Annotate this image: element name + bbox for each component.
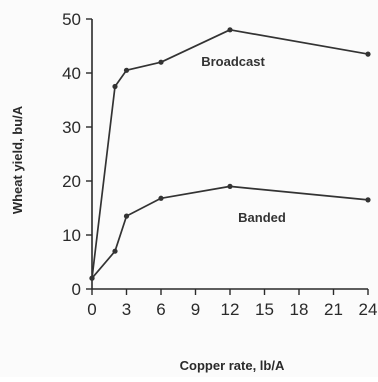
x-tick-label: 0 bbox=[87, 300, 96, 319]
x-tick-label: 12 bbox=[221, 300, 240, 319]
broadcast-point bbox=[123, 67, 130, 73]
y-tick-label: 10 bbox=[62, 226, 81, 245]
broadcast-point bbox=[227, 27, 233, 33]
banded-series-label: Banded bbox=[238, 210, 286, 225]
y-axis-title: Wheat yield, bu/A bbox=[10, 105, 25, 214]
y-tick-label: 20 bbox=[62, 172, 81, 191]
y-tick-label: 0 bbox=[72, 280, 81, 299]
banded-point bbox=[112, 248, 118, 254]
x-tick-label: 9 bbox=[191, 300, 200, 319]
y-tick-label: 40 bbox=[62, 64, 81, 83]
y-tick-label: 30 bbox=[62, 118, 81, 137]
x-tick-label: 6 bbox=[156, 300, 165, 319]
broadcast-point bbox=[365, 51, 371, 57]
banded-point bbox=[365, 197, 371, 203]
broadcast-point bbox=[158, 59, 164, 65]
x-axis-title: Copper rate, lb/A bbox=[180, 358, 285, 373]
x-tick-label: 21 bbox=[324, 300, 343, 319]
banded-point bbox=[123, 213, 130, 219]
x-tick-label: 3 bbox=[122, 300, 131, 319]
banded-point bbox=[227, 183, 233, 189]
x-tick-label: 24 bbox=[359, 300, 378, 319]
broadcast-series-label: Broadcast bbox=[201, 54, 265, 69]
broadcast-point bbox=[112, 83, 118, 90]
banded-point bbox=[89, 275, 95, 281]
y-tick-label: 50 bbox=[62, 10, 81, 29]
x-tick-label: 18 bbox=[290, 300, 309, 319]
broadcast-line bbox=[91, 28, 369, 279]
plot-area: 0 10 20 30 40 50 0 3 6 9 12 15 18 21 24 Broadcast Banded bbox=[62, 10, 377, 319]
banded-line bbox=[91, 185, 369, 279]
banded-point bbox=[158, 195, 164, 201]
x-tick-label: 15 bbox=[255, 300, 274, 319]
